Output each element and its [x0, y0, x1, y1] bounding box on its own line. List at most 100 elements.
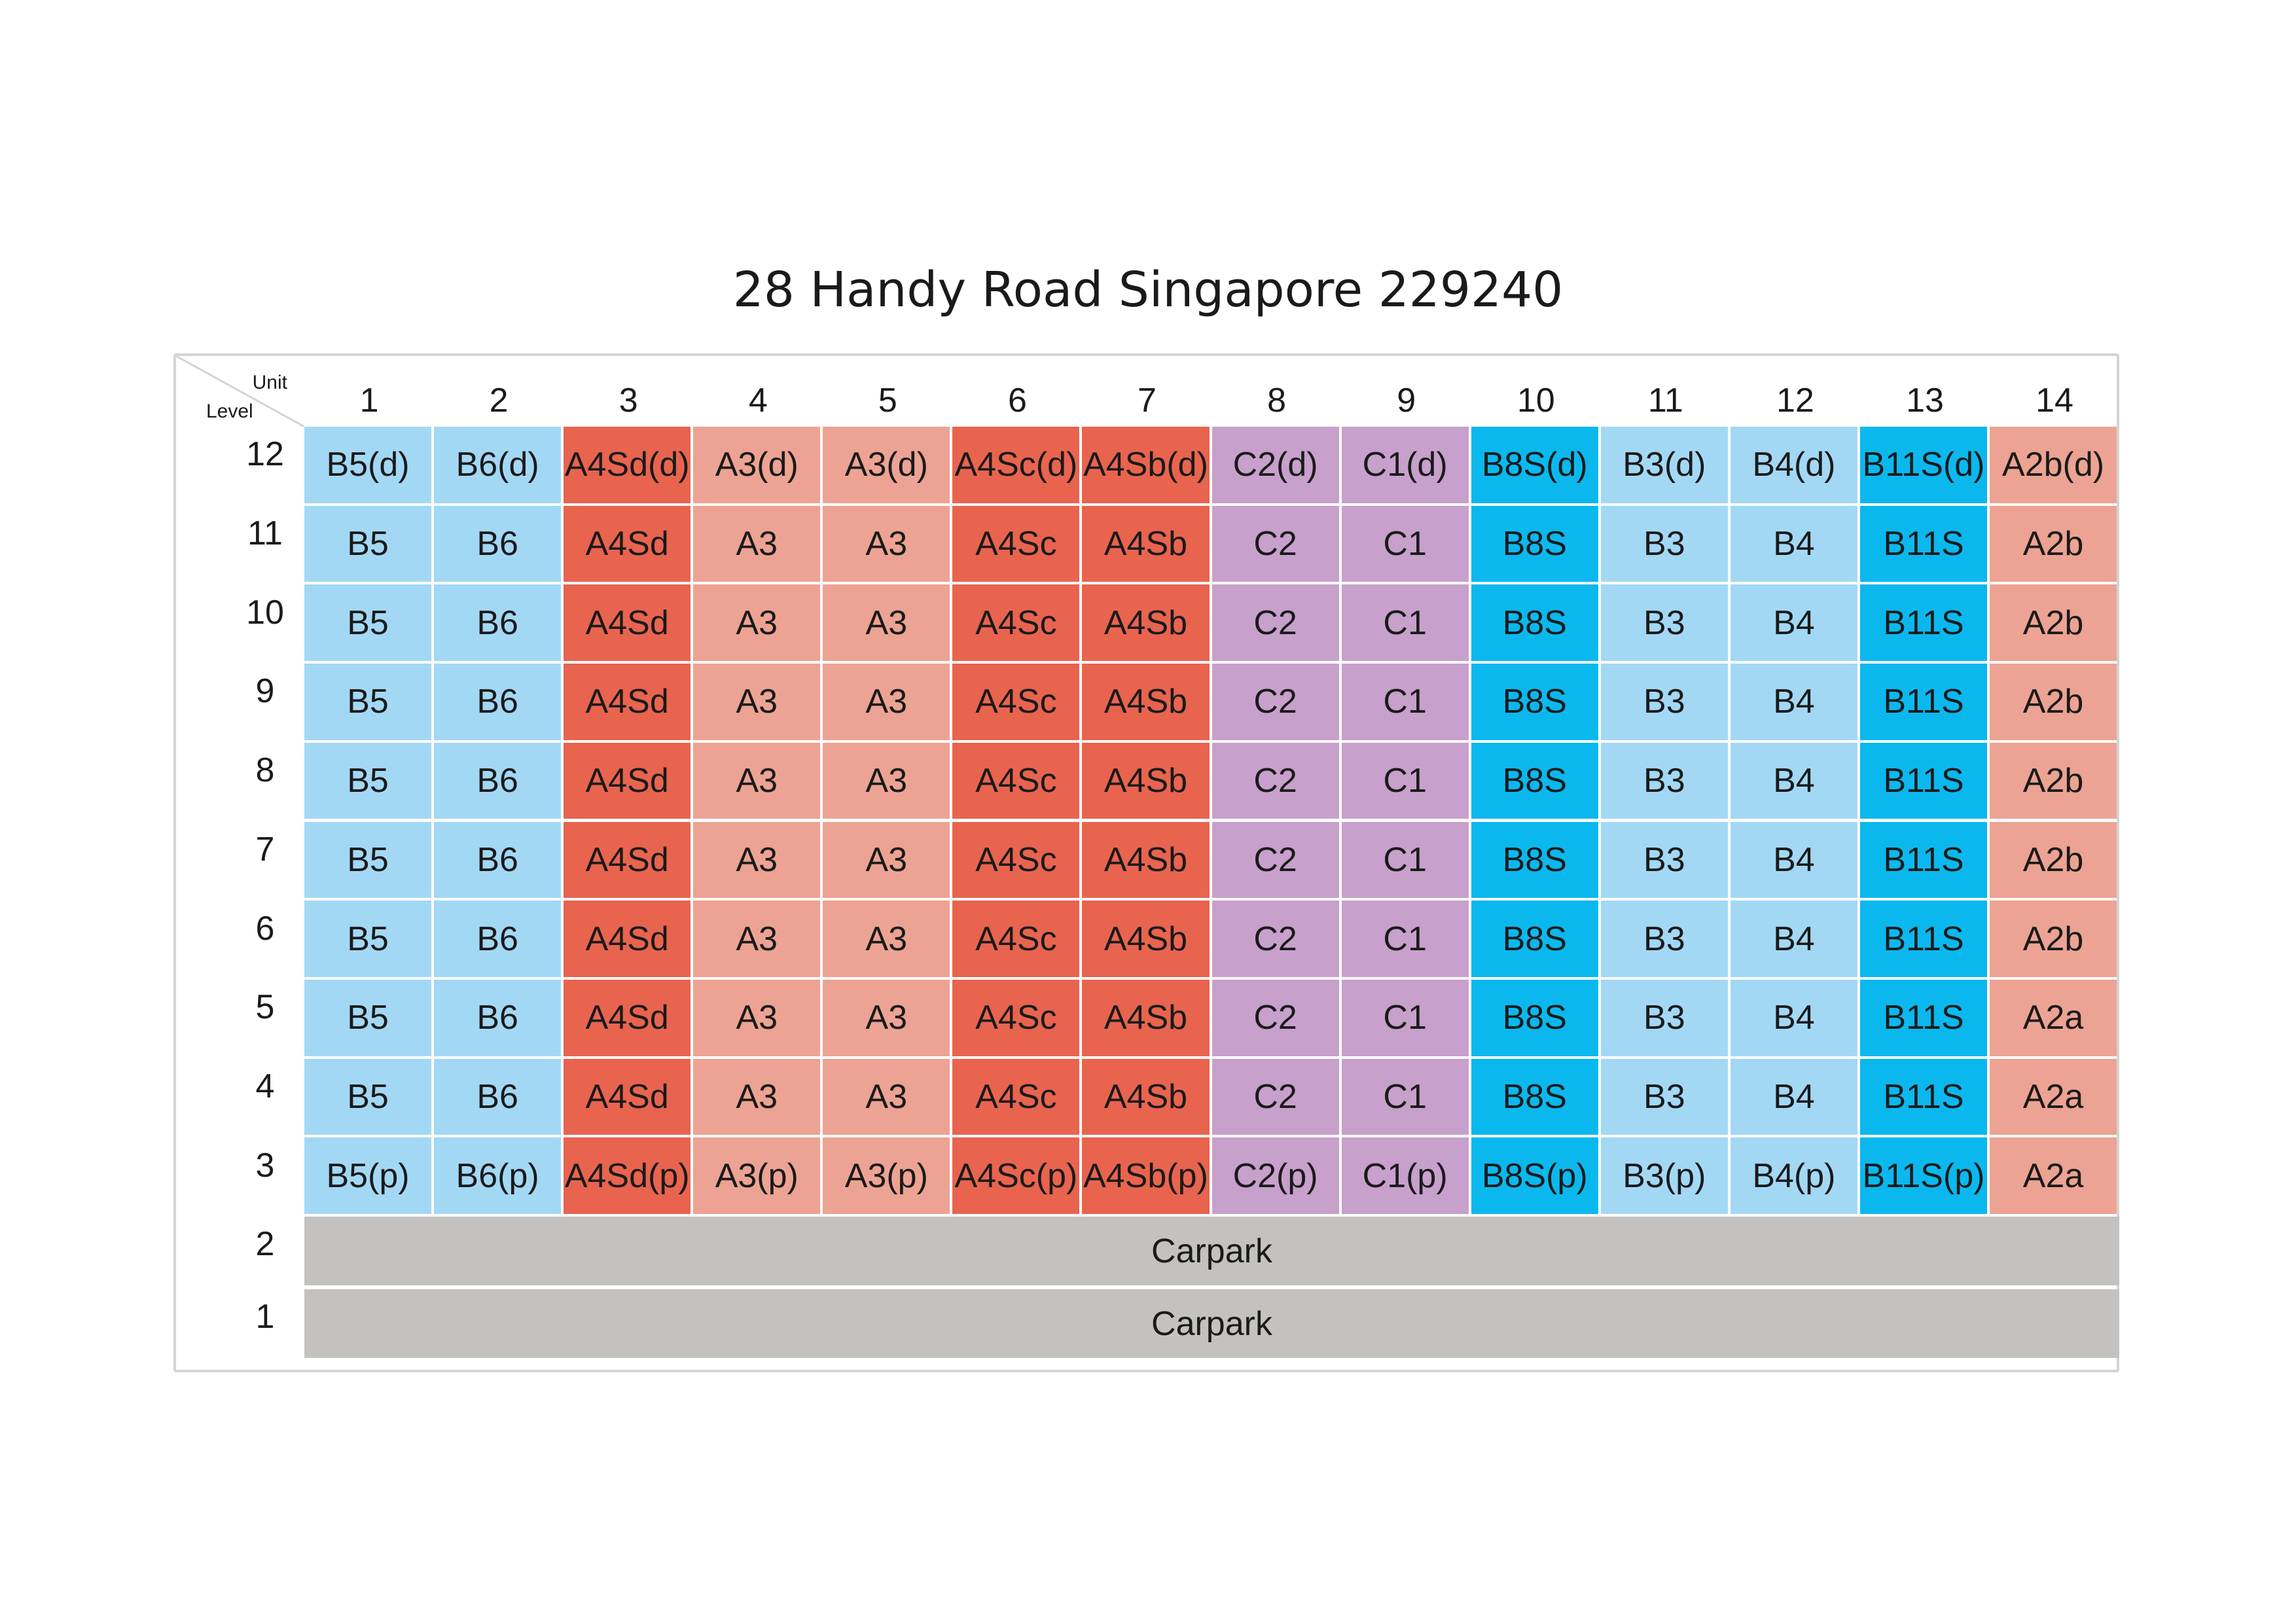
unit-cell: B11S [1859, 1058, 1988, 1135]
unit-column-header: 11 [1647, 382, 1683, 419]
unit-cell: A3 [693, 901, 821, 977]
unit-cell: A2a [1990, 979, 2117, 1056]
unit-cell: B5 [304, 584, 432, 662]
unit-cell: B4 [1730, 901, 1857, 977]
unit-cell: B3 [1600, 901, 1728, 977]
unit-cell: B3(d) [1600, 427, 1728, 503]
unit-cell: A4Sc [952, 664, 1080, 740]
unit-cell: A4Sb [1082, 505, 1210, 582]
unit-cell: C2(d) [1211, 427, 1339, 503]
unit-cell: A4Sd [564, 584, 691, 662]
unit-cell: B6 [434, 664, 562, 740]
unit-cell: A4Sb [1082, 742, 1210, 819]
unit-cell: A3 [693, 742, 821, 819]
unit-cell: B6(d) [434, 427, 562, 503]
unit-cell: B6 [434, 979, 562, 1056]
unit-cell: A3 [693, 979, 821, 1056]
unit-column-header: 9 [1397, 382, 1416, 419]
unit-cell: B6 [434, 505, 562, 582]
unit-cell: A3 [693, 821, 821, 899]
unit-cell: A4Sc(d) [952, 427, 1080, 503]
unit-column-header: 2 [489, 382, 509, 419]
unit-cell: A4Sc(p) [952, 1137, 1080, 1214]
corner-diagonal-line [176, 356, 304, 427]
level-row-header: 2 [255, 1224, 275, 1263]
unit-cell: A3 [823, 505, 950, 582]
unit-column-header: 14 [2036, 382, 2073, 419]
unit-cell: C1 [1341, 742, 1469, 819]
unit-cell: A3 [823, 664, 950, 740]
unit-cell: A3 [693, 584, 821, 662]
carpark-band: Carpark [304, 1217, 2119, 1285]
unit-cell: A2a [1990, 1058, 2117, 1135]
unit-cell: A2b [1990, 901, 2117, 977]
unit-cell: A4Sb [1082, 584, 1210, 662]
unit-cell: B4 [1730, 742, 1857, 819]
unit-cell: C1 [1341, 1058, 1469, 1135]
unit-cell: A4Sd [564, 821, 691, 899]
unit-column-header: 5 [878, 382, 897, 419]
unit-cell: A4Sb [1082, 821, 1210, 899]
level-row-header: 7 [255, 830, 275, 868]
unit-cell: B6 [434, 584, 562, 662]
unit-cell: B6(p) [434, 1137, 562, 1214]
unit-cell: A3 [693, 664, 821, 740]
unit-cell: A4Sd [564, 505, 691, 582]
unit-cell: C1 [1341, 584, 1469, 662]
unit-cell: A2b [1990, 742, 2117, 819]
unit-cell: B6 [434, 901, 562, 977]
unit-cell: B4(p) [1730, 1137, 1857, 1214]
unit-cell: A4Sd [564, 901, 691, 977]
unit-cell: A3(p) [693, 1137, 821, 1214]
unit-cell: B5 [304, 664, 432, 740]
unit-cell: B5 [304, 821, 432, 899]
unit-cell: A3 [823, 901, 950, 977]
unit-cell: A3 [823, 742, 950, 819]
level-row-header: 4 [255, 1067, 275, 1105]
unit-cell: B6 [434, 821, 562, 899]
unit-cell: B8S [1471, 821, 1598, 899]
level-row-header: 9 [255, 672, 275, 711]
unit-cell: A4Sb [1082, 901, 1210, 977]
unit-cell: A3 [823, 584, 950, 662]
unit-cell: B8S(d) [1471, 427, 1598, 503]
unit-cell: B5(d) [304, 427, 432, 503]
unit-cell: A4Sc [952, 821, 1080, 899]
unit-column-header: 10 [1516, 382, 1555, 419]
unit-cell: C2 [1211, 584, 1339, 662]
unit-cell: B3(p) [1600, 1137, 1728, 1214]
unit-cell: A4Sd [564, 1058, 691, 1135]
unit-cell: A3(d) [823, 427, 950, 503]
unit-cell: B4 [1730, 1058, 1857, 1135]
unit-column-header: 12 [1776, 382, 1814, 419]
unit-cell: B3 [1600, 584, 1728, 662]
unit-cell: A4Sb(d) [1082, 427, 1210, 503]
unit-cell: B8S [1471, 1058, 1598, 1135]
unit-cell: A4Sd [564, 979, 691, 1056]
level-row-header: 3 [255, 1146, 275, 1185]
unit-cell: B8S [1471, 664, 1598, 740]
unit-cell: C2 [1211, 979, 1339, 1056]
unit-cell: B4(d) [1730, 427, 1857, 503]
unit-cell: B6 [434, 742, 562, 819]
level-row-header: 8 [255, 751, 275, 790]
unit-cell: A4Sc [952, 742, 1080, 819]
unit-cell: B11S [1859, 979, 1988, 1056]
unit-axis-label: Unit [252, 372, 287, 393]
carpark-band: Carpark [304, 1289, 2119, 1358]
unit-cell: B11S [1859, 584, 1988, 662]
unit-cell: B11S(p) [1859, 1137, 1988, 1214]
unit-cell: B8S [1471, 901, 1598, 977]
unit-cell: B8S(p) [1471, 1137, 1598, 1214]
unit-cell: C1 [1341, 901, 1469, 977]
unit-cell: A2b [1990, 664, 2117, 740]
unit-cell: A4Sc [952, 584, 1080, 662]
level-axis-label: Level [206, 401, 253, 422]
level-row-header: 1 [255, 1297, 275, 1336]
unit-cell: B3 [1600, 979, 1728, 1056]
unit-cell: A3 [823, 1058, 950, 1135]
level-row-header: 10 [246, 593, 284, 632]
unit-cell: C2 [1211, 664, 1339, 740]
unit-cell: C1 [1341, 821, 1469, 899]
unit-cell: B6 [434, 1058, 562, 1135]
